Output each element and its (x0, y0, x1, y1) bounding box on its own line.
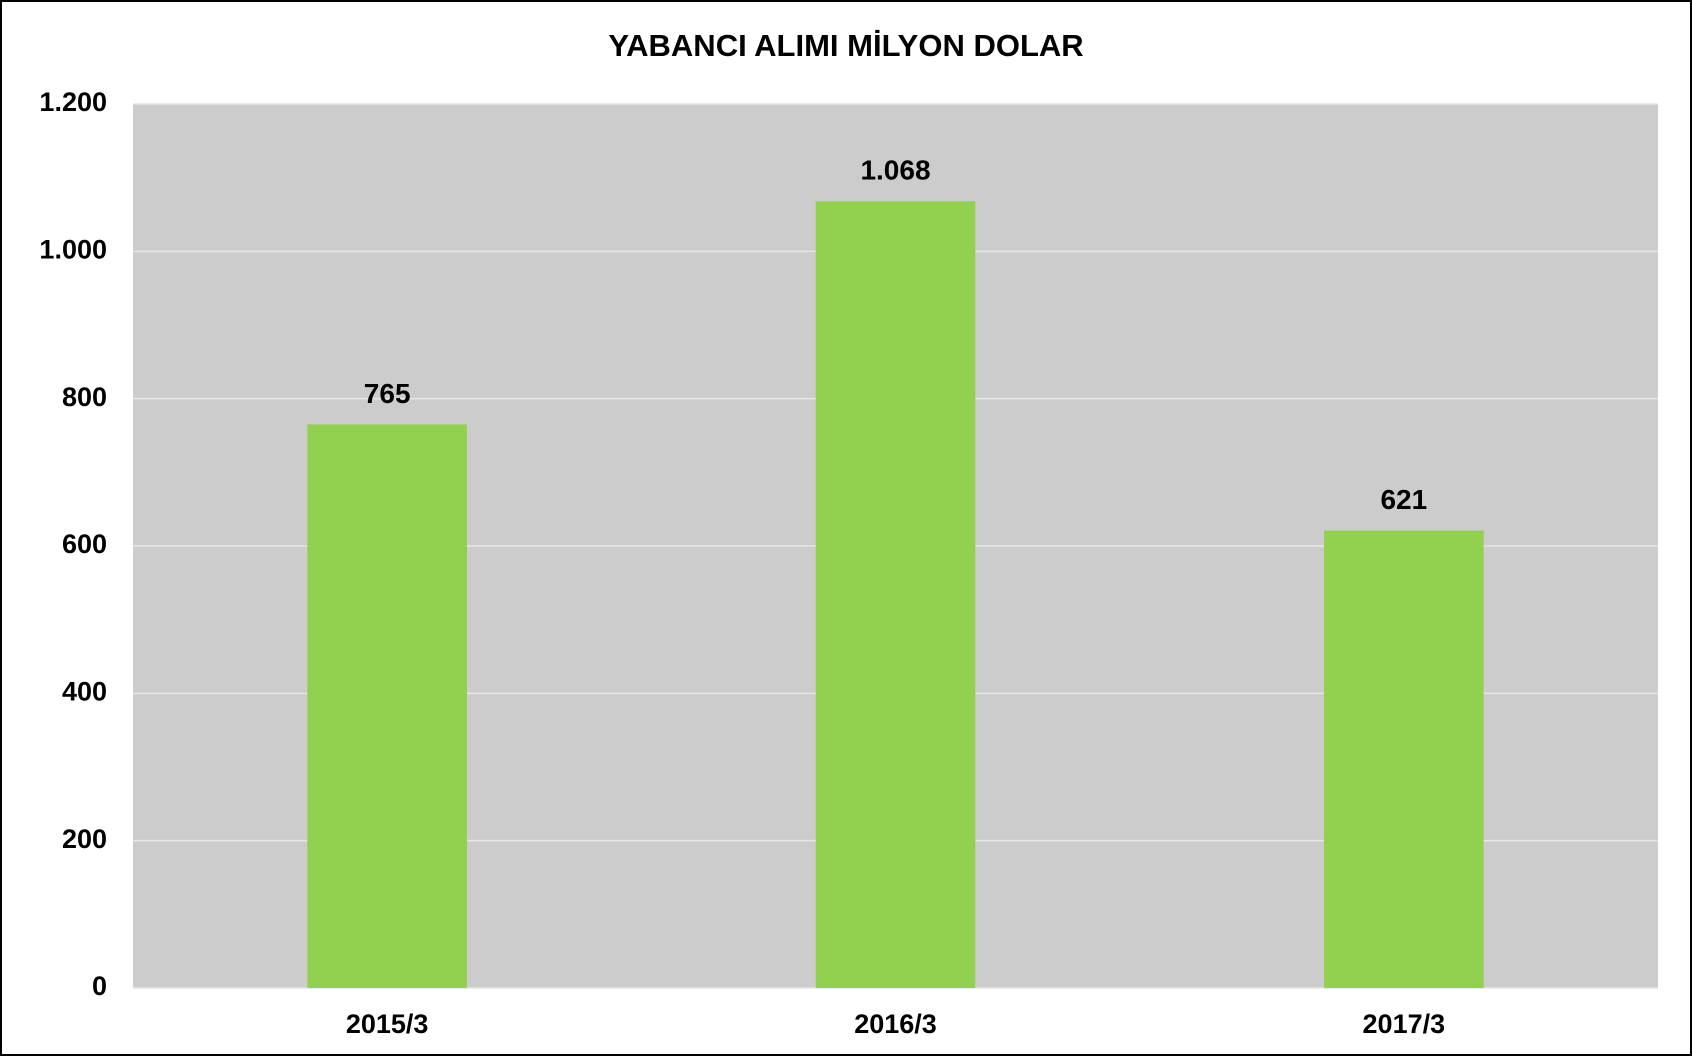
bar (1324, 530, 1484, 988)
bar (307, 424, 467, 988)
data-label: 1.068 (860, 155, 930, 186)
y-tick-label: 400 (62, 676, 107, 706)
chart-title: YABANCI ALIMI MİLYON DOLAR (608, 28, 1083, 63)
y-tick-label: 1.000 (39, 234, 107, 264)
y-tick-label: 0 (92, 971, 107, 1001)
y-tick-label: 800 (62, 382, 107, 412)
y-tick-label: 200 (62, 824, 107, 854)
x-tick-label: 2017/3 (1363, 1009, 1446, 1039)
x-tick-label: 2016/3 (854, 1009, 937, 1039)
data-label: 621 (1380, 484, 1427, 515)
data-label: 765 (364, 378, 411, 409)
y-tick-label: 600 (62, 529, 107, 559)
bar (815, 201, 976, 989)
y-tick-label: 1.200 (39, 87, 107, 117)
x-tick-label: 2015/3 (346, 1009, 429, 1039)
